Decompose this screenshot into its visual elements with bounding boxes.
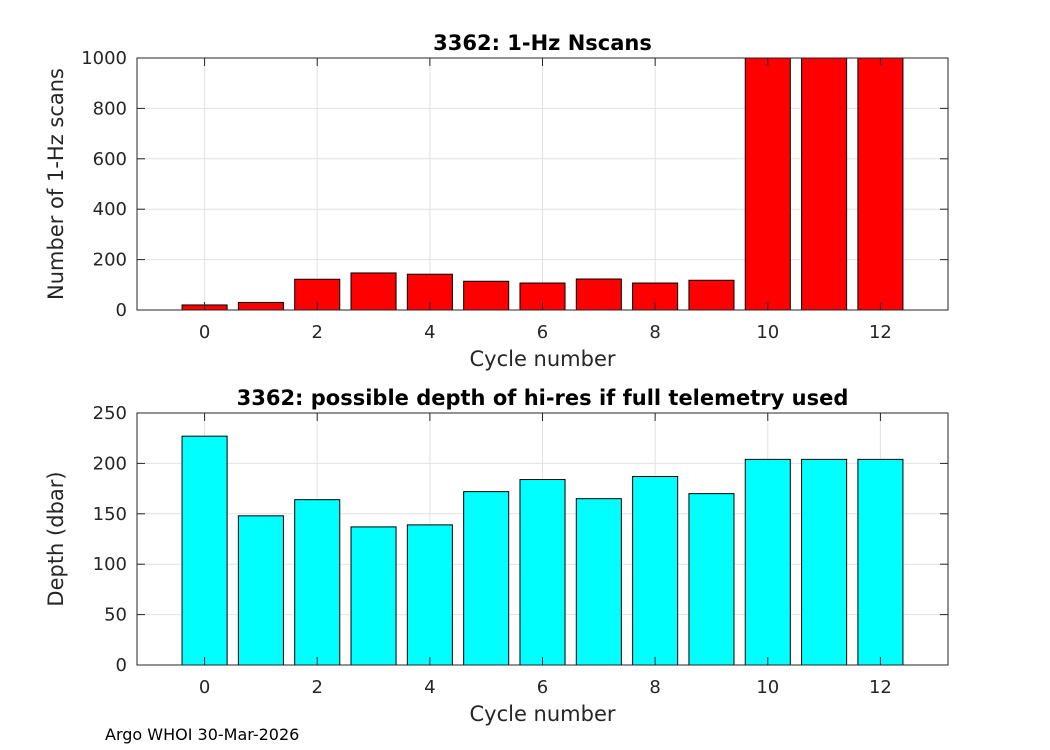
chart2-ylabel: Depth (dbar) (44, 471, 68, 606)
chart2-bar (632, 476, 679, 666)
chart1-ytick-label: 400 (93, 199, 127, 220)
chart2-xtick-label: 10 (756, 677, 779, 698)
chart1-xtick-label: 6 (537, 322, 548, 343)
chart1-ylabel: Number of 1-Hz scans (44, 68, 68, 300)
chart2-bar (294, 499, 341, 666)
chart2-xtick-label: 12 (869, 677, 892, 698)
chart2-ytick-label: 250 (93, 403, 127, 424)
chart2-xtick-label: 2 (311, 677, 322, 698)
footer-credit: Argo WHOI 30-Mar-2026 (105, 725, 300, 744)
chart2-ytick-label: 0 (116, 655, 127, 676)
chart2-bar (519, 479, 566, 666)
chart1-bar (575, 278, 622, 311)
chart1-bar (801, 57, 848, 311)
chart1-xtick-label: 12 (869, 322, 892, 343)
chart2-bar (463, 491, 510, 666)
chart2-bar (181, 435, 228, 666)
chart1-bar (744, 57, 791, 311)
chart2-xtick-label: 8 (649, 677, 660, 698)
chart1-ytick-label: 200 (93, 250, 127, 271)
chart1-ytick-label: 1000 (81, 48, 127, 69)
chart2-bar (857, 458, 904, 666)
chart2-xtick-label: 6 (537, 677, 548, 698)
chart1-bar (857, 57, 904, 311)
chart2-bar (575, 498, 622, 666)
chart1-bar (463, 280, 510, 311)
chart2-xlabel: Cycle number (469, 702, 615, 726)
chart1-title: 3362: 1-Hz Nscans (433, 31, 652, 55)
chart1-ytick-label: 600 (93, 149, 127, 170)
chart1-bar (350, 272, 397, 311)
chart1-xlabel: Cycle number (469, 347, 615, 371)
chart2-ytick-label: 200 (93, 453, 127, 474)
chart2-xtick-label: 4 (424, 677, 435, 698)
chart2-xtick-label: 0 (199, 677, 210, 698)
chart2-ytick-label: 50 (104, 605, 127, 626)
chart2-bar (237, 515, 284, 666)
chart2-ytick-label: 150 (93, 504, 127, 525)
chart1-ytick-label: 0 (116, 300, 127, 321)
chart2-title: 3362: possible depth of hi-res if full t… (237, 386, 849, 410)
chart1-ytick-label: 800 (93, 98, 127, 119)
chart2-bar (688, 493, 735, 666)
chart1-xtick-label: 4 (424, 322, 435, 343)
chart2-bar (406, 524, 453, 666)
chart1-bar (688, 279, 735, 311)
chart2-ytick-label: 100 (93, 554, 127, 575)
chart2-bar (744, 458, 791, 666)
chart1-xtick-label: 2 (311, 322, 322, 343)
chart2-bar (350, 526, 397, 666)
chart1-xtick-label: 0 (199, 322, 210, 343)
chart1-bar (237, 301, 284, 311)
chart2-bar (801, 458, 848, 666)
chart1-xtick-label: 10 (756, 322, 779, 343)
chart1-xtick-label: 8 (649, 322, 660, 343)
